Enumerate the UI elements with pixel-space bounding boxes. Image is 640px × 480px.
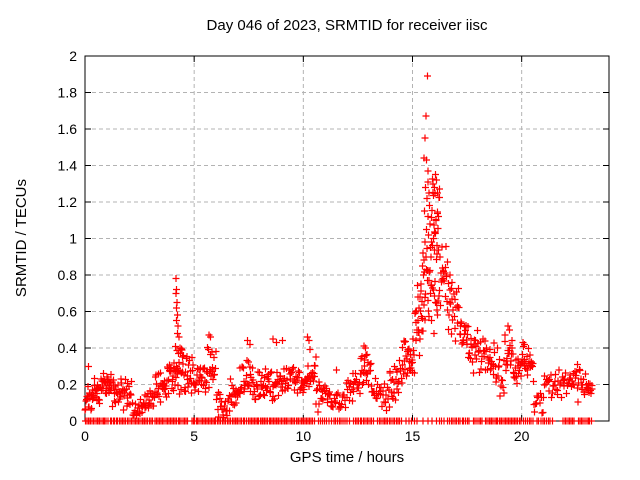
data-points <box>81 72 596 421</box>
x-axis-label: GPS time / hours <box>289 449 405 466</box>
y-tick-label: 0.6 <box>58 304 78 320</box>
y-tick-label: 2 <box>69 48 77 64</box>
x-tick-label: 10 <box>296 428 312 444</box>
chart-title: Day 046 of 2023, SRMTID for receiver iis… <box>206 17 488 34</box>
y-tick-label: 1 <box>69 231 77 247</box>
y-tick-labels: 0 0.2 0.4 0.6 0.8 1 1.2 1.4 1.6 1.8 2 <box>58 48 78 429</box>
x-tick-label: 20 <box>514 428 530 444</box>
y-tick-label: 0.2 <box>58 377 78 393</box>
zero-line-points <box>82 417 595 425</box>
y-tick-label: 1.8 <box>58 85 78 101</box>
y-tick-label: 1.6 <box>58 121 78 137</box>
y-tick-label: 0.8 <box>58 267 78 283</box>
x-tick-label: 5 <box>190 428 198 444</box>
x-tick-label: 15 <box>405 428 421 444</box>
y-tick-label: 1.4 <box>58 158 78 174</box>
x-tick-label: 0 <box>81 428 89 444</box>
y-tick-label: 0.4 <box>58 340 78 356</box>
y-tick-label: 1.2 <box>58 194 78 210</box>
x-tick-labels: 0 5 10 15 20 <box>81 428 530 444</box>
y-tick-label: 0 <box>69 413 77 429</box>
